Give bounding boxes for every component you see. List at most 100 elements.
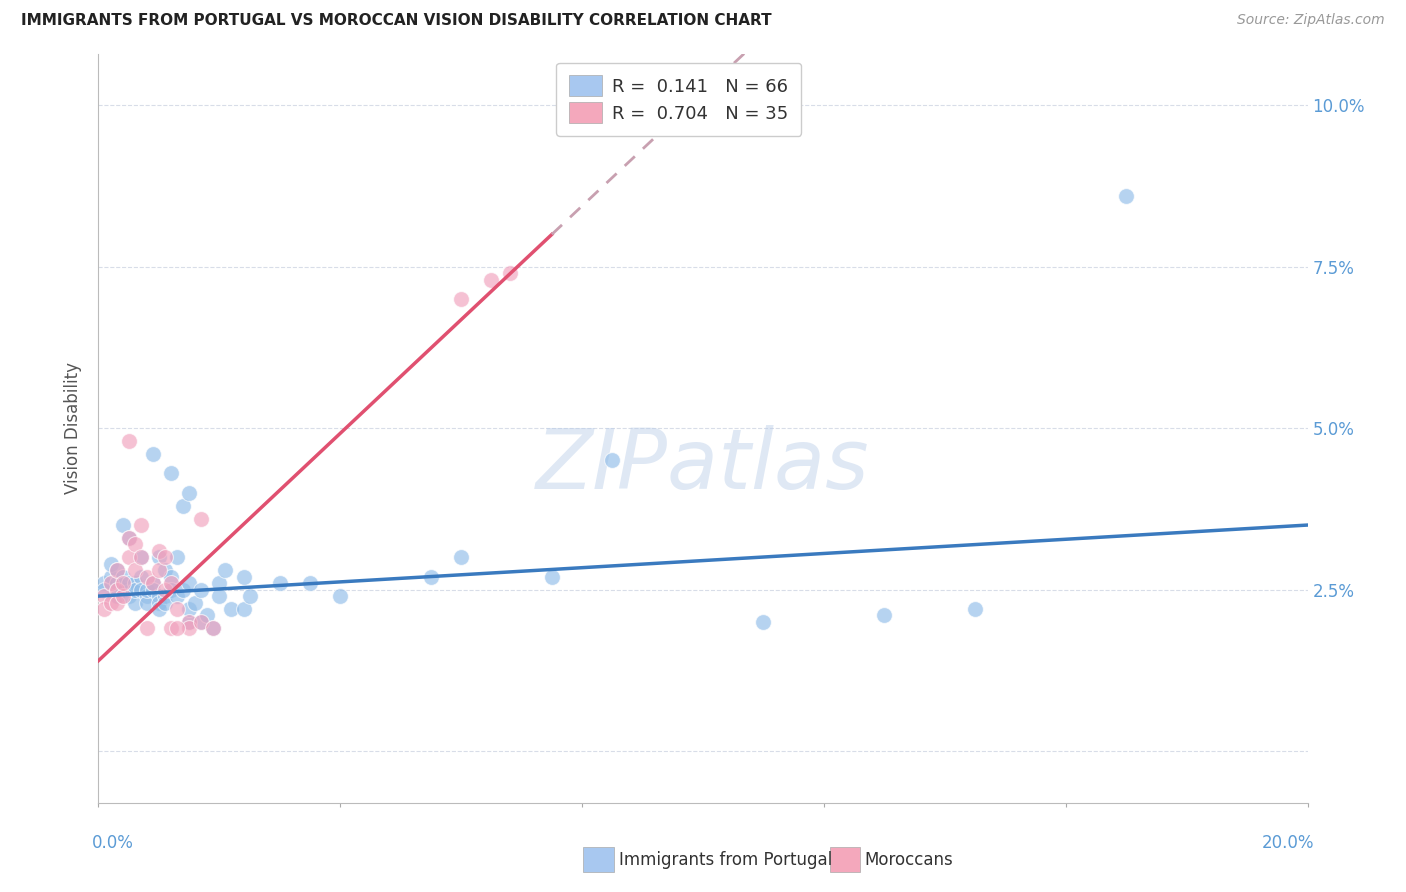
Text: 0.0%: 0.0%	[91, 834, 134, 852]
Point	[450, 292, 472, 306]
Point	[752, 615, 775, 629]
Point	[118, 589, 141, 603]
Point	[602, 453, 624, 467]
Y-axis label: Vision Disability: Vision Disability	[65, 362, 83, 494]
Text: 20.0%: 20.0%	[1263, 834, 1315, 852]
Point	[965, 602, 987, 616]
Point	[153, 589, 176, 603]
Point	[135, 621, 157, 635]
Point	[329, 589, 352, 603]
Text: Source: ZipAtlas.com: Source: ZipAtlas.com	[1237, 13, 1385, 28]
Point	[124, 576, 146, 591]
Point	[124, 596, 146, 610]
Point	[124, 582, 146, 597]
Point	[481, 272, 503, 286]
Point	[232, 570, 254, 584]
Point	[129, 550, 152, 565]
Point	[111, 570, 134, 584]
Point	[129, 550, 152, 565]
Point	[202, 621, 225, 635]
Point	[135, 582, 157, 597]
Point	[118, 531, 141, 545]
Point	[148, 563, 170, 577]
Point	[148, 589, 170, 603]
Text: ZIPatlas: ZIPatlas	[536, 425, 870, 506]
Point	[105, 563, 128, 577]
Point	[166, 589, 188, 603]
Point	[299, 576, 322, 591]
Point	[232, 602, 254, 616]
Point	[93, 582, 115, 597]
Point	[142, 576, 165, 591]
Point	[540, 570, 562, 584]
Point	[148, 550, 170, 565]
Point	[420, 570, 443, 584]
Point	[148, 596, 170, 610]
Point	[190, 615, 212, 629]
Point	[221, 602, 243, 616]
Point	[214, 563, 236, 577]
Point	[111, 576, 134, 591]
Point	[105, 576, 128, 591]
Point	[179, 615, 201, 629]
Point	[124, 537, 146, 551]
Point	[195, 608, 218, 623]
Point	[190, 511, 212, 525]
Point	[179, 485, 201, 500]
Point	[118, 434, 141, 448]
Point	[160, 467, 183, 481]
Point	[239, 589, 262, 603]
Point	[166, 621, 188, 635]
Point	[190, 582, 212, 597]
Point	[179, 602, 201, 616]
Point	[93, 602, 115, 616]
Point	[179, 621, 201, 635]
Point	[160, 576, 183, 591]
Point	[111, 582, 134, 597]
Point	[148, 602, 170, 616]
Point	[118, 576, 141, 591]
Point	[269, 576, 291, 591]
Point	[124, 563, 146, 577]
Point	[100, 576, 122, 591]
Point	[208, 589, 231, 603]
Point	[100, 570, 122, 584]
Point	[118, 550, 141, 565]
Point	[142, 582, 165, 597]
Point	[202, 621, 225, 635]
Text: IMMIGRANTS FROM PORTUGAL VS MOROCCAN VISION DISABILITY CORRELATION CHART: IMMIGRANTS FROM PORTUGAL VS MOROCCAN VIS…	[21, 13, 772, 29]
Text: Moroccans: Moroccans	[865, 851, 953, 869]
Point	[166, 602, 188, 616]
Point	[153, 582, 176, 597]
Point	[1115, 188, 1137, 202]
Point	[105, 596, 128, 610]
Point	[153, 563, 176, 577]
Point	[111, 589, 134, 603]
Point	[498, 266, 520, 280]
Point	[105, 563, 128, 577]
Point	[172, 499, 194, 513]
Point	[450, 550, 472, 565]
Point	[111, 518, 134, 533]
Point	[93, 589, 115, 603]
Point	[172, 582, 194, 597]
Point	[148, 544, 170, 558]
Point	[166, 550, 188, 565]
Point	[100, 596, 122, 610]
Point	[105, 589, 128, 603]
Point	[100, 557, 122, 571]
Point	[179, 615, 201, 629]
Legend: R =  0.141   N = 66, R =  0.704   N = 35: R = 0.141 N = 66, R = 0.704 N = 35	[557, 62, 801, 136]
Point	[142, 576, 165, 591]
Point	[118, 531, 141, 545]
Point	[129, 582, 152, 597]
Point	[105, 582, 128, 597]
Point	[160, 570, 183, 584]
Point	[129, 570, 152, 584]
Point	[208, 576, 231, 591]
Point	[179, 576, 201, 591]
Text: Immigrants from Portugal: Immigrants from Portugal	[619, 851, 832, 869]
Point	[129, 518, 152, 533]
Point	[153, 596, 176, 610]
Point	[184, 596, 207, 610]
